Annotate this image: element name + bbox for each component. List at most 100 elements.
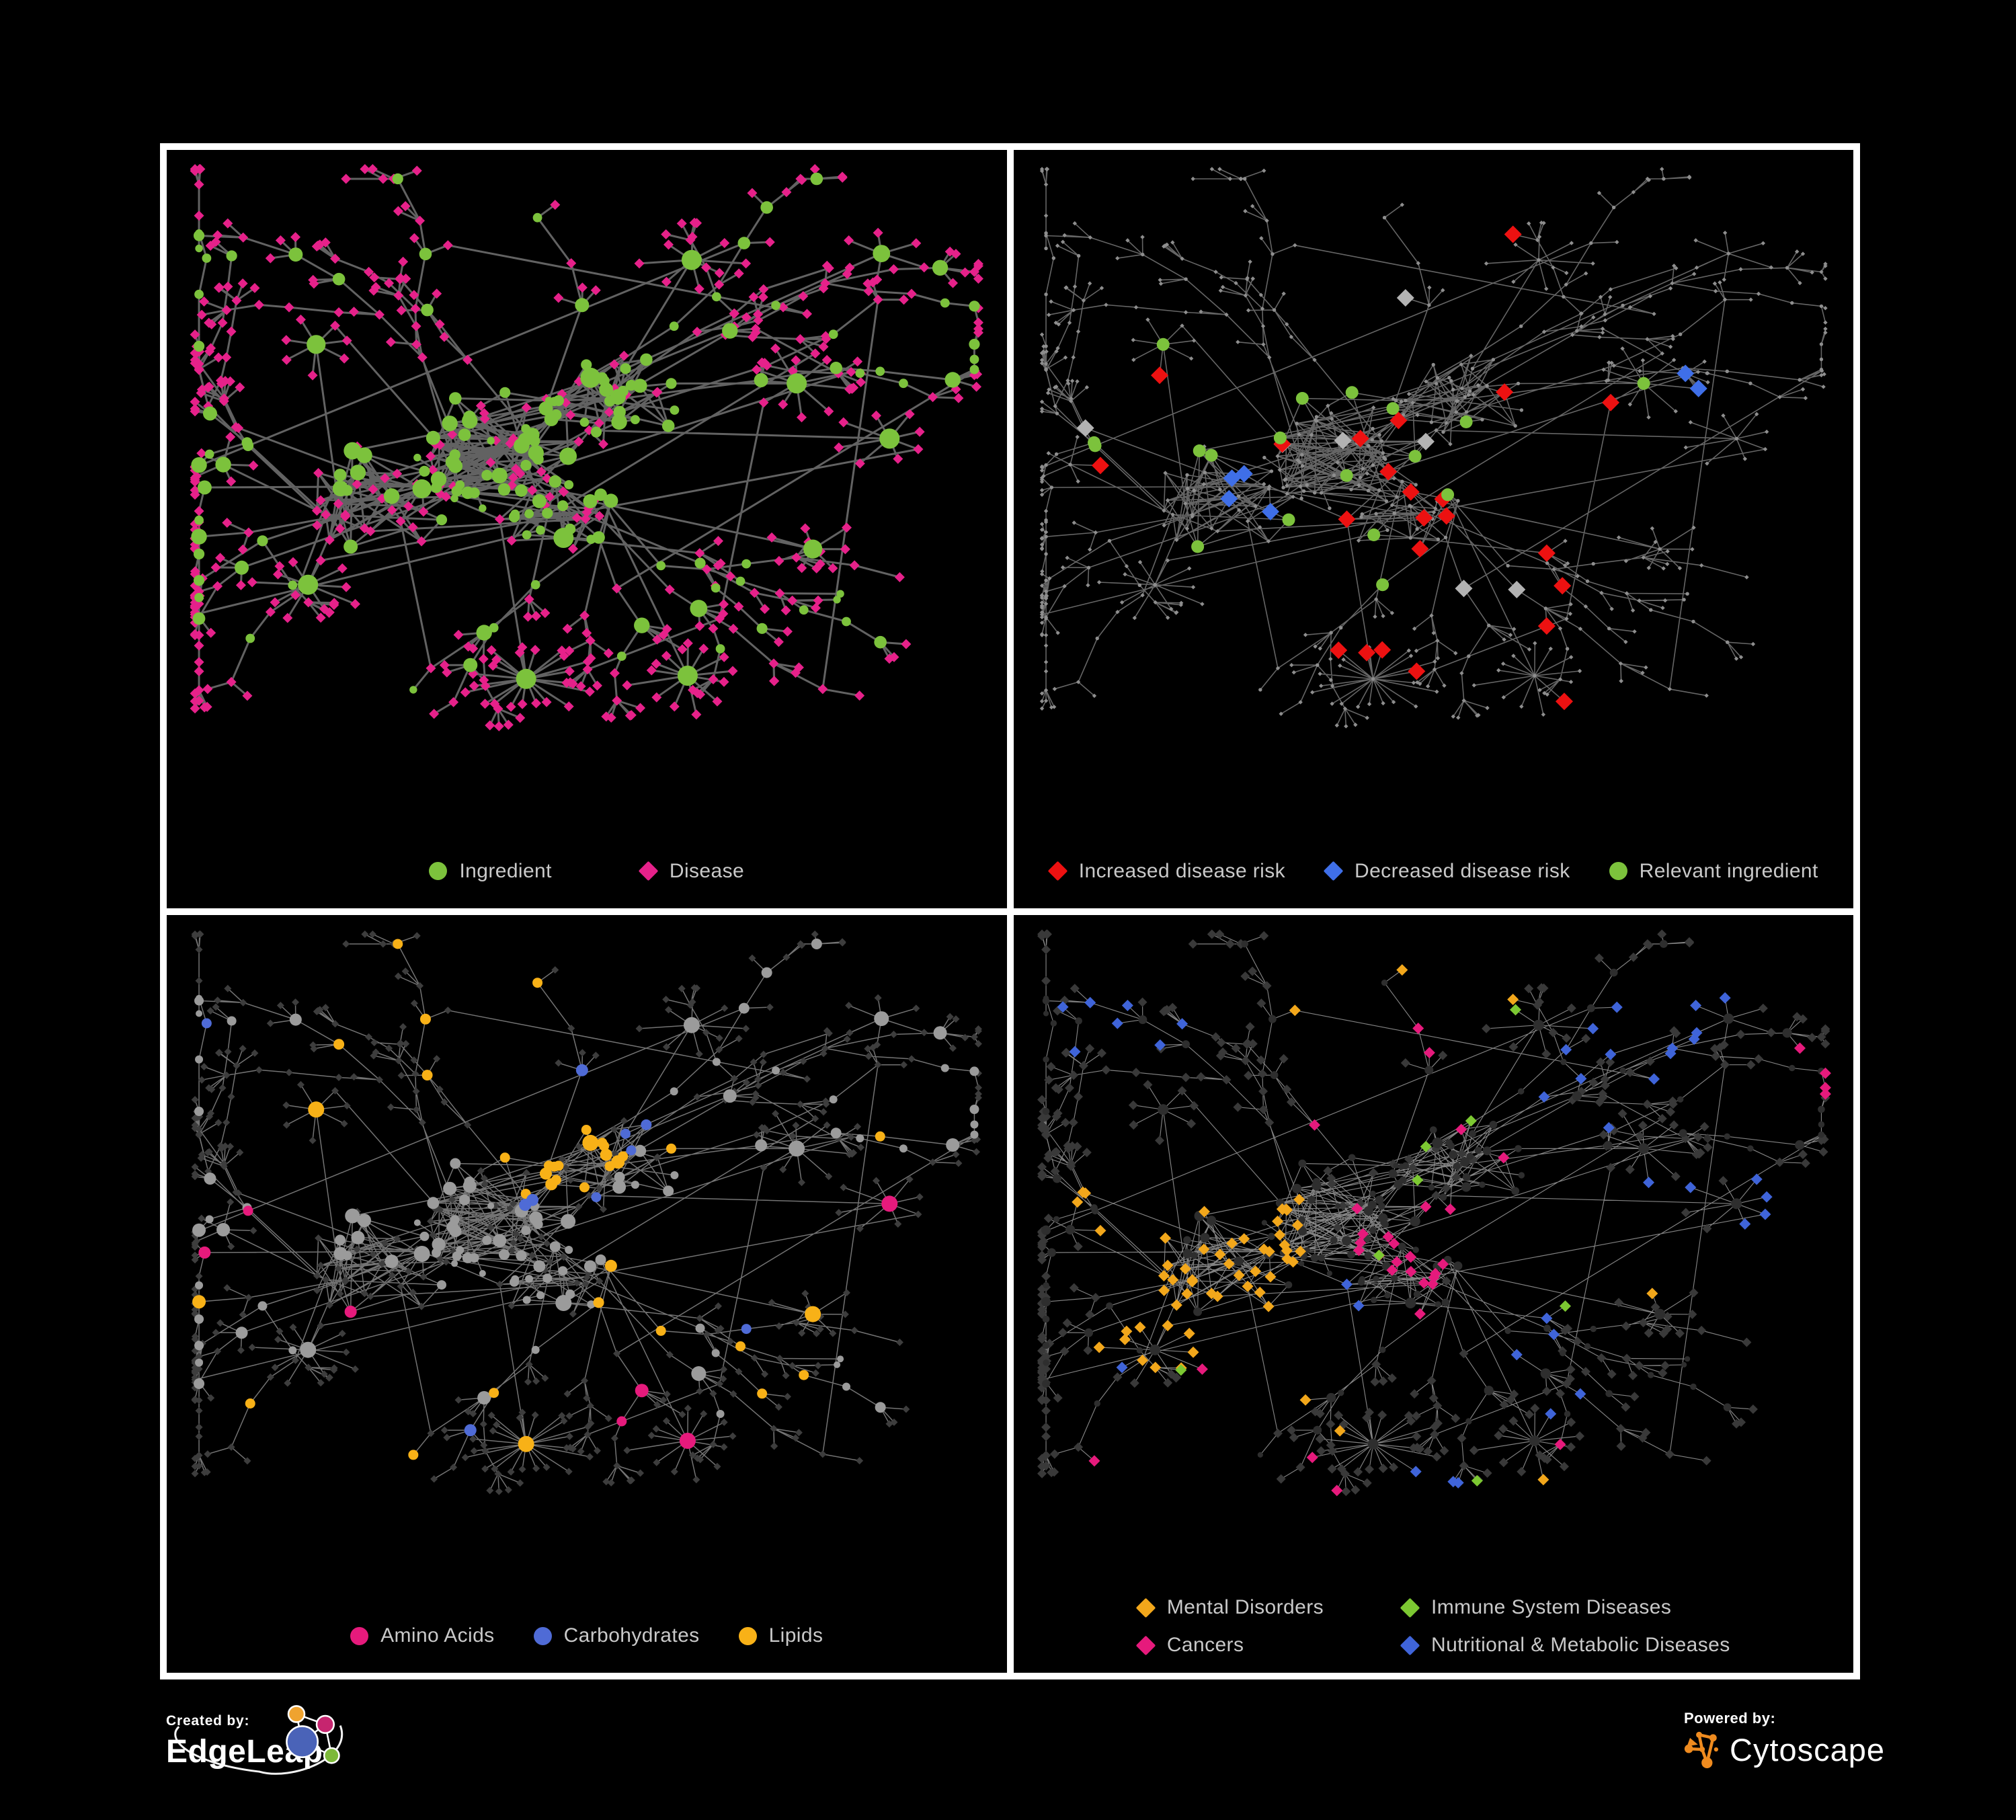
circle-node	[1488, 1120, 1497, 1129]
circle-node	[195, 1055, 204, 1064]
circle-node	[559, 447, 577, 465]
circle-node	[1725, 640, 1729, 644]
circle-node	[1281, 485, 1285, 489]
circle-node	[1042, 1341, 1049, 1349]
circle-node	[1404, 1297, 1416, 1308]
highlight-circle-node	[201, 1018, 212, 1028]
circle-node	[583, 494, 598, 508]
circle-node	[1149, 1344, 1160, 1355]
circle-node	[1657, 547, 1662, 551]
panel-metabolite-classes: Amino Acids Carbohydrates Lipids	[167, 914, 1007, 1673]
circle-node	[1785, 266, 1789, 270]
circle-node	[1470, 366, 1474, 370]
circle-node	[1484, 384, 1489, 388]
circle-node	[1484, 1385, 1494, 1395]
highlight-circle-node	[1637, 377, 1650, 390]
circle-node	[515, 484, 528, 497]
circle-node	[1137, 583, 1141, 588]
circle-node	[1041, 1296, 1051, 1306]
circle-node	[1370, 438, 1374, 442]
circle-node	[1371, 677, 1375, 681]
highlight-circle-node	[616, 1416, 627, 1426]
circle-node	[1359, 1275, 1365, 1282]
highlight-circle-node	[600, 1148, 612, 1160]
circle-node	[193, 575, 205, 586]
circle-node	[1611, 205, 1615, 210]
circle-node	[1042, 1107, 1049, 1115]
highlight-circle-node	[1459, 416, 1473, 428]
circle-node	[289, 1013, 302, 1026]
circle-node	[342, 1250, 352, 1260]
circle-node	[1297, 1159, 1306, 1167]
circle-node	[1441, 1298, 1449, 1306]
circle-node	[1609, 968, 1618, 976]
circle-node	[616, 651, 627, 661]
circle-node	[432, 1237, 446, 1251]
circle-node	[531, 1345, 540, 1354]
circle-node	[754, 373, 768, 387]
circle-node	[1659, 939, 1668, 948]
circle-node	[1153, 583, 1157, 587]
circle-node	[1050, 1019, 1057, 1027]
circle-node	[1532, 674, 1537, 678]
circle-node	[449, 449, 460, 461]
circle-node	[1379, 1346, 1385, 1353]
circle-node	[1383, 457, 1387, 461]
circle-node	[522, 1296, 531, 1304]
circle-node	[194, 1314, 204, 1324]
circle-node	[1140, 252, 1145, 257]
circle-node	[1703, 1134, 1710, 1142]
circle-node	[1185, 486, 1189, 491]
circle-node	[1705, 371, 1709, 375]
circle-node	[1266, 487, 1271, 491]
circle-node	[202, 253, 212, 263]
circle-node	[1478, 1181, 1486, 1188]
circle-node	[194, 1106, 204, 1116]
circle-node	[1435, 376, 1439, 380]
highlight-circle-node	[655, 1325, 666, 1336]
circle-node	[842, 1382, 851, 1390]
circle-node	[772, 1066, 780, 1074]
circle-node	[1203, 471, 1207, 475]
circle-node	[1447, 1142, 1455, 1150]
lipids-marker-icon	[738, 1626, 757, 1645]
circle-node	[555, 1294, 572, 1311]
immune-system-diseases-marker-icon	[1400, 1597, 1420, 1618]
legend-item-nutritional-metabolic-diseases: Nutritional & Metabolic Diseases	[1400, 1634, 1730, 1657]
circle-node	[1584, 1343, 1590, 1349]
circle-node	[581, 359, 592, 370]
circle-node	[1366, 444, 1371, 448]
circle-node	[1654, 1308, 1665, 1320]
panel-disease-risk: Increased disease risk Decreased disease …	[1013, 150, 1853, 908]
circle-node	[392, 173, 403, 185]
network-edges	[1041, 168, 1826, 727]
circle-node	[1408, 536, 1412, 540]
highlight-circle-node	[1156, 338, 1170, 351]
increased-disease-risk-marker-icon	[1047, 861, 1068, 881]
circle-node	[1586, 1004, 1595, 1012]
circle-node	[1585, 579, 1589, 584]
legend-item-lipids: Lipids	[738, 1624, 823, 1647]
powered-by-label: Powered by:	[1684, 1710, 1776, 1727]
circle-node	[1182, 1249, 1193, 1259]
circle-node	[712, 1057, 721, 1066]
circle-node	[1043, 292, 1048, 296]
circle-node	[1455, 499, 1460, 503]
circle-node	[1412, 1246, 1419, 1253]
circle-node	[1414, 483, 1418, 487]
legend-item-amino-acids: Amino Acids	[350, 1624, 494, 1647]
circle-node	[1518, 1171, 1525, 1179]
circle-node	[1677, 1096, 1683, 1103]
circle-node	[810, 172, 823, 186]
circle-node	[1192, 488, 1196, 493]
highlight-circle-node	[192, 1294, 206, 1308]
circle-node	[873, 245, 891, 262]
circle-node	[583, 1260, 596, 1272]
circle-node	[1105, 1302, 1113, 1310]
circle-node	[1443, 535, 1447, 540]
circle-node	[1482, 1146, 1492, 1155]
circle-node	[1369, 1190, 1376, 1197]
circle-node	[257, 1300, 268, 1310]
circle-node	[409, 686, 417, 694]
circle-node	[476, 625, 492, 641]
